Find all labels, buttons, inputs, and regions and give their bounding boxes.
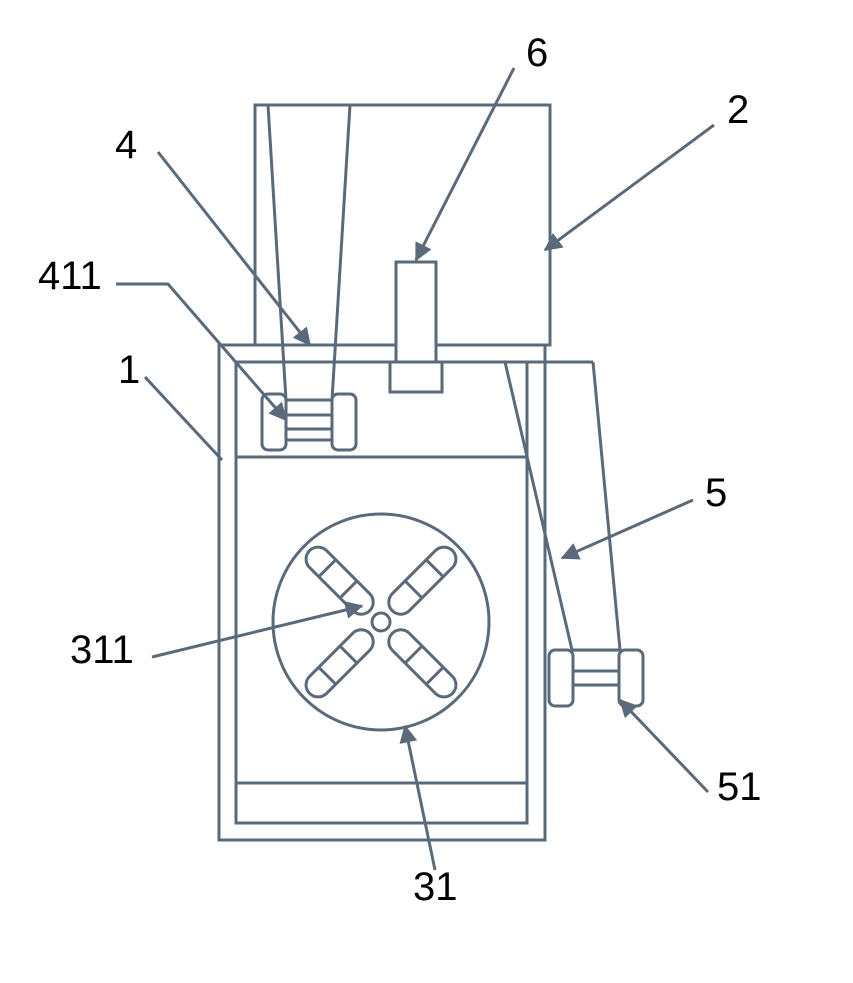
label-l5: 5: [705, 471, 727, 515]
label-l2: 2: [727, 88, 749, 132]
label-l1: 1: [118, 348, 140, 392]
label-l51: 51: [717, 765, 762, 809]
label-l6: 6: [526, 31, 548, 75]
label-l4: 4: [115, 123, 137, 167]
technical-diagram: 6 2 4 411 1 5 311 51 31: [0, 0, 853, 983]
label-l411: 411: [38, 254, 102, 298]
label-l311: 311: [70, 628, 134, 672]
label-l31: 31: [413, 865, 458, 909]
